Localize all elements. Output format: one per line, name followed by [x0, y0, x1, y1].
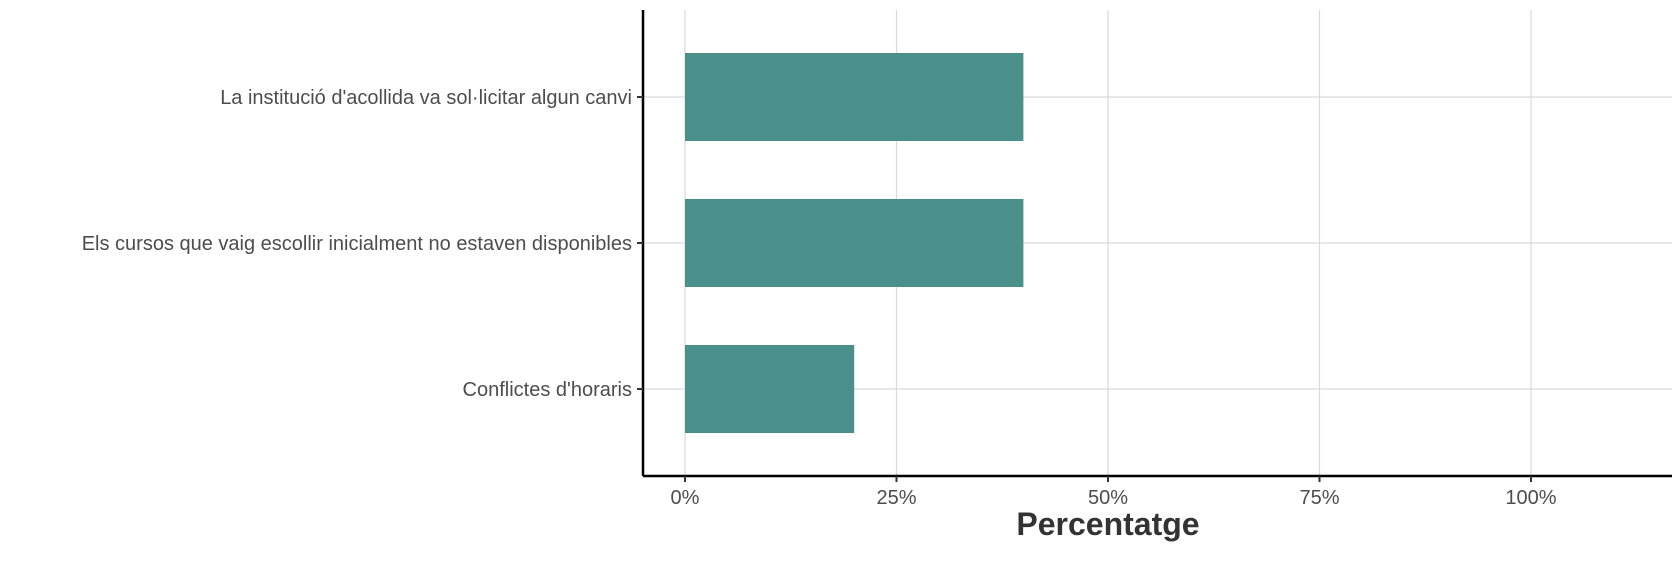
bar	[685, 345, 855, 433]
bars	[685, 53, 1024, 433]
y-axis-ticks: La institució d'acollida va sol·licitar …	[82, 87, 643, 401]
x-tick-label: 75%	[1299, 487, 1339, 509]
y-tick-label: Conflictes d'horaris	[463, 379, 632, 401]
y-tick-label: Els cursos que vaig escollir inicialment…	[82, 233, 632, 255]
x-axis-title: Percentatge	[1016, 506, 1199, 542]
bar	[685, 199, 1024, 287]
x-tick-label: 0%	[671, 487, 700, 509]
x-axis-ticks: 0% 25% 50% 75% 100%	[671, 476, 1557, 509]
x-tick-label: 100%	[1505, 487, 1556, 509]
y-tick-label: La institució d'acollida va sol·licitar …	[220, 87, 632, 109]
x-tick-label: 50%	[1088, 487, 1128, 509]
x-tick-label: 25%	[876, 487, 916, 509]
bar	[685, 53, 1024, 141]
